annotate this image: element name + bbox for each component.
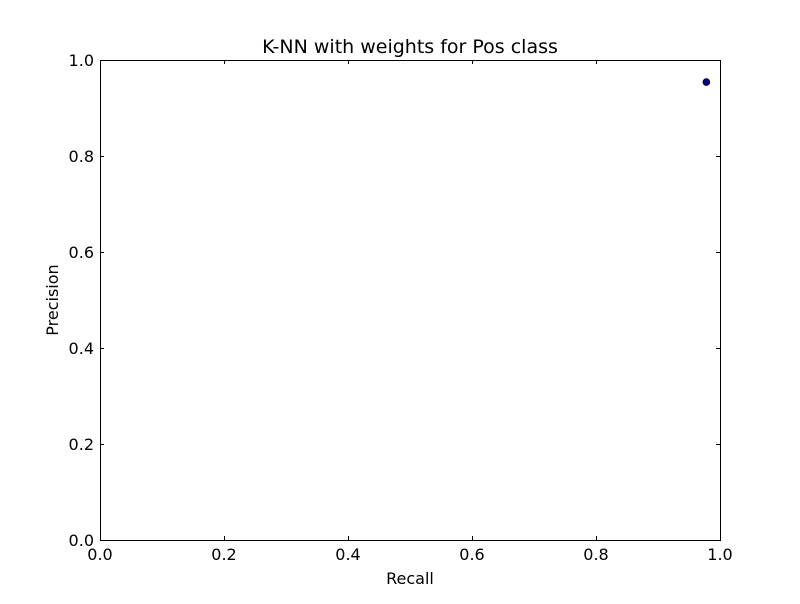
scatter-point [702, 78, 711, 86]
y-tick-label: 1.0 [69, 51, 94, 70]
y-tick-label: 0.4 [69, 339, 94, 358]
y-tick-label: 0.2 [69, 435, 94, 454]
plot-area [100, 60, 721, 541]
y-tick-label: 0.0 [69, 531, 94, 550]
y-tick-label: 0.6 [69, 243, 94, 262]
x-tick-label: 0.2 [211, 545, 236, 564]
x-tick-label: 0.6 [459, 545, 484, 564]
x-tick-label: 0.8 [583, 545, 608, 564]
y-axis: 0.0 0.2 0.4 0.6 0.8 1.0 [69, 51, 720, 550]
x-axis-label: Recall [386, 569, 434, 588]
chart-title: K-NN with weights for Pos class [262, 36, 558, 58]
data-points [702, 78, 711, 86]
y-axis-label: Precision [43, 264, 62, 335]
x-tick-label: 1.0 [707, 545, 732, 564]
x-tick-label: 0.4 [335, 545, 360, 564]
x-tick-label: 0.0 [87, 545, 112, 564]
x-axis: 0.0 0.2 0.4 0.6 0.8 1.0 [87, 60, 733, 564]
y-tick-label: 0.8 [69, 147, 94, 166]
